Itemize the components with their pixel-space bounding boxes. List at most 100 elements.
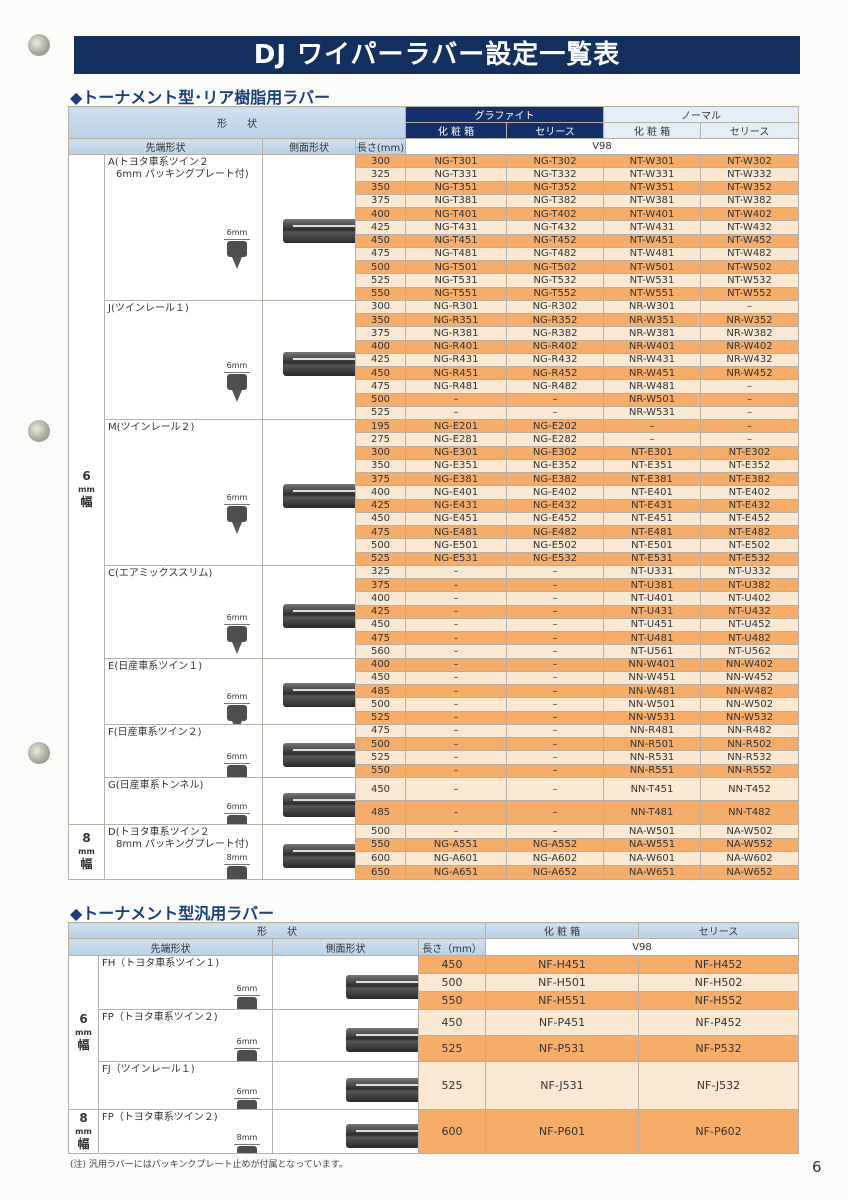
table-row: 475 NG-R481 NG-R482 NR-W481–: [69, 379, 799, 394]
part-number-cell: NF-H552: [638, 991, 799, 1010]
part-number-cell: –: [506, 776, 604, 802]
table-row: 350 NG-E351 NG-E352 NT-E351 NT-E352: [69, 458, 799, 474]
part-number-cell: NT-E401: [603, 485, 701, 500]
part-number-cell: NN-R551: [603, 763, 701, 778]
part-number-cell: –: [405, 657, 507, 672]
part-number-cell: NG-E382: [506, 471, 604, 487]
part-number-cell: NT-U402: [700, 591, 799, 606]
part-number-cell: NT-E481: [603, 524, 701, 540]
tip-shape-cell: FP（トヨタ車系ツイン２) 8mm: [98, 1109, 273, 1154]
part-number-cell: NG-R452: [506, 365, 604, 381]
blade-side-profile-image: [346, 1123, 418, 1148]
footnote: (注) 汎用ラバーにはパッキンクプレート止めが付属となっています。: [70, 1160, 348, 1170]
header-v98: V98: [405, 138, 799, 155]
width-label-unit: mm: [78, 484, 95, 494]
tip-body-shape: [227, 506, 247, 523]
table-row: 500– – NN-R501 NN-R502: [69, 736, 799, 752]
tip-body-shape: [227, 625, 247, 642]
part-number-cell: NT-E431: [603, 498, 701, 513]
header-length: 長さ（mm）: [418, 938, 486, 956]
table-row: G(日産車系トンネル) 6mm 450– – NN-T451 NN-T452: [69, 776, 799, 825]
blade-side-profile-image: [283, 484, 355, 509]
length-cell: 275: [355, 432, 406, 447]
table-row: 525 NF-P531 NF-P532: [69, 1035, 799, 1062]
table-row: 375 NG-E381 NG-E382 NT-E381 NT-E382: [69, 471, 799, 487]
part-number-cell: NT-U481: [603, 630, 701, 646]
part-number-cell: –: [405, 564, 507, 580]
table-row: 550– – NN-R551 NN-R552: [69, 763, 799, 778]
part-number-cell: –: [700, 392, 799, 407]
part-number-cell: NT-E382: [700, 471, 799, 487]
length-cell: 485: [355, 800, 406, 825]
tip-shape-name: FP（トヨタ車系ツイン２): [102, 1012, 218, 1023]
part-number-cell: NF-P452: [638, 1009, 799, 1036]
table-row: 500 NG-E501 NG-E502 NT-E501 NT-E502: [69, 538, 799, 553]
blade-side-profile-image: [346, 1027, 418, 1052]
page-title: DJ ワイパーラバー設定一覧表: [74, 36, 800, 74]
tip-body-shape: [237, 1099, 257, 1109]
side-profile-cell: [262, 823, 356, 880]
part-number-cell: NG-E532: [506, 551, 604, 566]
length-cell: 300: [355, 153, 406, 169]
part-number-cell: NA-W651: [603, 865, 701, 880]
width-label-kanji: 幅: [77, 1038, 90, 1052]
part-number-cell: NG-A552: [506, 837, 604, 853]
part-number-cell: NR-W301: [603, 299, 701, 315]
part-number-cell: NG-R451: [405, 365, 507, 381]
tip-body-shape: [237, 1145, 257, 1153]
part-number-cell: NG-E481: [405, 524, 507, 540]
tip-shape-note: 6mm パッキングプレート付): [116, 169, 249, 180]
blade-side-profile-image: [283, 351, 355, 376]
length-cell: 400: [355, 485, 406, 500]
part-number-cell: NT-W332: [700, 167, 799, 182]
length-cell: 195: [355, 418, 406, 434]
part-number-cell: NT-W432: [700, 220, 799, 235]
table-row: 425 NG-T431 NG-T432 NT-W431 NT-W432: [69, 220, 799, 235]
part-number-cell: –: [405, 670, 507, 686]
length-cell: 450: [355, 511, 406, 527]
part-number-cell: NT-W331: [603, 167, 701, 182]
part-number-cell: NT-U382: [700, 577, 799, 593]
blade-side-profile-image: [283, 683, 355, 708]
part-number-cell: NG-R302: [506, 299, 604, 315]
part-number-cell: NG-T501: [405, 259, 507, 275]
length-cell: 500: [355, 259, 406, 275]
part-number-cell: NT-W552: [700, 286, 799, 301]
table-row: 8 mm 幅 D(トヨタ車系ツイン２ 8mm パッキングプレート付) 8mm 500– – NA…: [68, 823, 799, 880]
part-number-cell: NG-E201: [405, 418, 507, 434]
length-cell: 500: [355, 697, 406, 712]
part-number-cell: –: [405, 644, 507, 659]
part-number-cell: NG-E502: [506, 538, 604, 553]
table-row: 6 mm 幅 FH（トヨタ車系ツイン１) 6mm 450 NF-H451 NF-H452: [68, 955, 799, 1110]
part-number-cell: NG-T432: [506, 220, 604, 235]
part-number-cell: –: [700, 379, 799, 394]
blade-side-profile-image: [283, 742, 355, 767]
part-number-cell: NG-T352: [506, 180, 604, 195]
length-cell: 600: [418, 1109, 486, 1154]
table-row: 425 NG-E431 NG-E432 NT-E431 NT-E432: [69, 498, 799, 513]
part-number-cell: NN-T481: [603, 800, 701, 825]
table-row: 375 NG-T381 NG-T382 NT-W381 NT-W382: [69, 193, 799, 209]
part-number-cell: NG-E351: [405, 458, 507, 474]
length-cell: 500: [355, 538, 406, 553]
part-number-cell: NG-T331: [405, 167, 507, 182]
width-label: 8 mm 幅: [68, 1109, 99, 1154]
part-number-cell: –: [506, 392, 604, 407]
part-number-cell: NN-R532: [700, 750, 799, 765]
width-label: 6 mm 幅: [68, 154, 105, 825]
part-number-cell: NN-R481: [603, 723, 701, 739]
part-number-cell: NT-W302: [700, 153, 799, 169]
part-number-cell: –: [603, 418, 701, 434]
side-profile-cell: [272, 1109, 419, 1154]
table-row: 525– – NN-R531 NN-R532: [69, 750, 799, 765]
part-number-cell: NT-E532: [700, 551, 799, 566]
part-number-cell: NT-W551: [603, 286, 701, 301]
length-cell: 350: [355, 312, 406, 328]
table-row: 6 mm 幅 A(トヨタ車系ツイン２ 6mm パッキングプレート付) 6mm 300 NG-T…: [68, 153, 799, 825]
part-number-cell: NN-W401: [603, 657, 701, 672]
part-number-cell: NG-T401: [405, 206, 507, 222]
part-number-cell: NN-W402: [700, 657, 799, 672]
part-number-cell: –: [405, 736, 507, 752]
part-number-cell: NT-E452: [700, 511, 799, 527]
tip-shape-cell: F(日産車系ツイン２) 6mm: [104, 723, 263, 778]
